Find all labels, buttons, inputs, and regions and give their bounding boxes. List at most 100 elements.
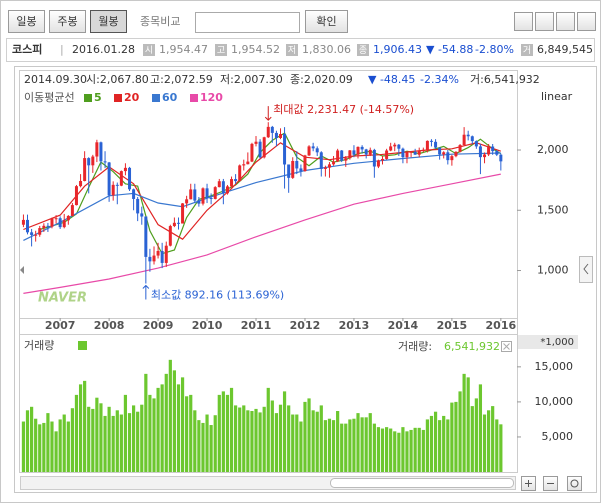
annotation-arrow [142, 284, 150, 300]
candle-body [217, 181, 221, 188]
field-icon-label: 시 [145, 45, 153, 56]
candle-body [409, 151, 413, 153]
legend-swatch [114, 94, 122, 102]
x-tick-label: 2011 [241, 319, 272, 332]
watermark: NAVER [38, 291, 87, 306]
volume-bar [389, 428, 393, 472]
volume-bar [491, 406, 495, 472]
legend-label: 60 [162, 91, 178, 104]
volume-bar [144, 373, 148, 472]
candle-body [177, 222, 181, 224]
volume-bar [21, 421, 26, 472]
tool-icon[interactable] [577, 12, 596, 31]
volume-bar [115, 410, 119, 472]
monthly-button[interactable] [90, 10, 127, 33]
volume-bar [140, 404, 144, 472]
volume-bar [303, 401, 307, 472]
volume-bar [46, 413, 50, 472]
field-icon-label: 고 [217, 46, 225, 56]
candle-body [421, 149, 425, 151]
volume-bar [83, 380, 87, 472]
info-item: ▼ -48.45 [368, 73, 415, 86]
candle-body [221, 181, 225, 194]
volume-bar [62, 414, 66, 472]
volume-bar [176, 384, 181, 472]
candle-body [181, 203, 185, 224]
candle-body [152, 255, 156, 262]
volume-bar [250, 411, 254, 472]
volume-bar [368, 413, 372, 472]
panel-toggle-icon [583, 263, 589, 275]
scale-label: linear [541, 90, 573, 103]
volume-bar [201, 422, 205, 472]
scroll-thumb[interactable] [330, 478, 514, 488]
volume-bar [197, 420, 201, 472]
volume-bar [34, 418, 38, 472]
volume-bar [405, 431, 409, 472]
volume-bar [70, 408, 74, 472]
y2-tick-label: 10,000 [535, 395, 574, 408]
reset-icon [570, 479, 579, 488]
compare-input[interactable] [195, 12, 300, 33]
volume-bar [311, 410, 315, 472]
candle-body [327, 164, 331, 168]
candle-body [483, 154, 487, 158]
candle-body [34, 234, 38, 236]
candle-body [303, 155, 307, 172]
x-tick-label: 2012 [290, 319, 321, 332]
candle-body [21, 219, 25, 225]
candle-body [323, 167, 327, 169]
volume-bar [258, 412, 262, 472]
candle-body [156, 250, 160, 256]
volume-bar [446, 419, 450, 472]
tool-icon[interactable] [514, 12, 533, 31]
volume-bar [344, 423, 348, 472]
volume-bar [340, 423, 344, 472]
volume-bar [266, 387, 270, 472]
candle-body [291, 160, 295, 178]
volume-bar [205, 414, 209, 472]
info-item: 저:2,007.30 [220, 73, 283, 86]
candle-body [368, 149, 372, 155]
volume-bar [425, 419, 429, 472]
candle-body [287, 164, 291, 178]
volume-bar [319, 405, 323, 472]
candle-body [397, 144, 401, 149]
scroll-left[interactable] [20, 266, 24, 274]
zoom-in-icon [525, 480, 532, 487]
confirm-button[interactable] [305, 10, 348, 33]
daily-button[interactable] [8, 10, 45, 33]
candle-body [111, 184, 115, 196]
tool-icon[interactable] [535, 12, 554, 31]
volume-bar [87, 406, 91, 472]
panel-toggle[interactable] [579, 256, 593, 283]
candle-body [140, 213, 144, 217]
field-value: 1,954.47 [159, 43, 208, 56]
reset[interactable] [567, 476, 582, 491]
annotation-arrow [264, 106, 272, 121]
volume-bar [168, 359, 172, 472]
volume-bar [58, 419, 62, 472]
volume-current: 6,541,932 [444, 340, 500, 353]
volume-bar [454, 401, 458, 472]
volume-bar [274, 413, 279, 472]
y2-tick-label: 5,000 [542, 430, 574, 443]
candle-body [230, 179, 234, 187]
volume-bar [225, 394, 230, 472]
weekly-button[interactable] [49, 10, 86, 33]
candle-body [364, 149, 368, 155]
candle-body [270, 126, 274, 133]
volume-bar [107, 406, 111, 472]
legend-swatch [190, 94, 198, 102]
x-tick-label: 2010 [192, 319, 223, 332]
candle-body [250, 143, 254, 162]
volume-bar [352, 418, 356, 472]
tool-icon[interactable] [556, 12, 575, 31]
candle-body [348, 150, 352, 159]
volume-bar [103, 415, 107, 472]
candle-body [144, 216, 148, 257]
volume-bar [180, 377, 185, 472]
volume-bar [254, 408, 258, 472]
volume-bar [466, 377, 470, 472]
candle-body [123, 167, 127, 172]
